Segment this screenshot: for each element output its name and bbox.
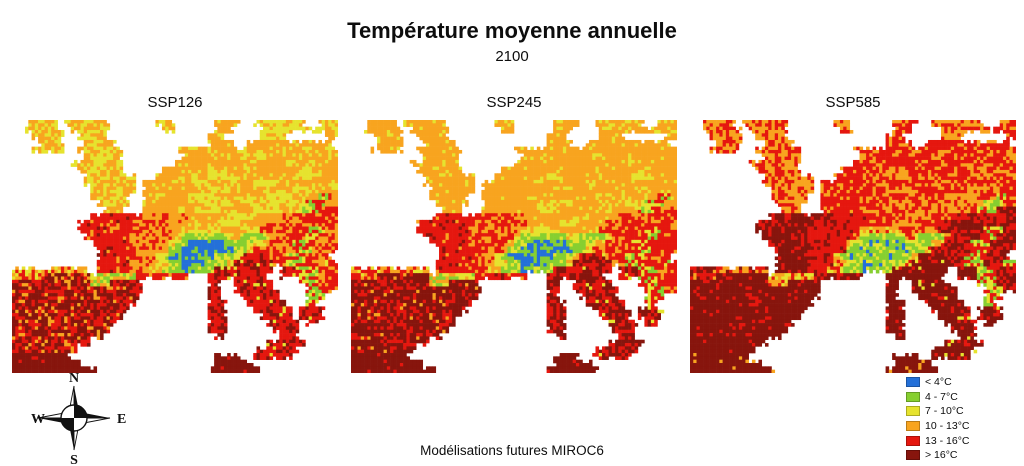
legend-label: 4 - 7°C xyxy=(925,390,958,403)
compass-east-label: E xyxy=(117,412,126,427)
maps-row: SSP126 SSP245 SSP585 xyxy=(12,92,1016,373)
legend-item: > 16°C xyxy=(906,448,969,463)
map-canvas-ssp585 xyxy=(690,120,1016,373)
map-canvas-ssp245 xyxy=(351,120,677,373)
compass-rose-icon: N E S W xyxy=(31,372,126,466)
page-subtitle: 2100 xyxy=(495,48,529,65)
legend-item: 13 - 16°C xyxy=(906,433,969,448)
map-panel-ssp126: SSP126 xyxy=(12,92,338,373)
legend-item: < 4°C xyxy=(906,375,969,390)
legend-swatch-lt4-icon xyxy=(906,377,920,388)
legend-label: 10 - 13°C xyxy=(925,420,970,433)
map-panel-ssp585: SSP585 xyxy=(690,92,1016,373)
legend-swatch-4-7-icon xyxy=(906,391,920,402)
legend-item: 4 - 7°C xyxy=(906,390,969,405)
legend-label: < 4°C xyxy=(925,376,952,389)
legend-swatch-10-13-icon xyxy=(906,421,920,432)
legend-label: 13 - 16°C xyxy=(925,434,970,447)
temperature-legend: < 4°C 4 - 7°C 7 - 10°C 10 - 13°C 13 - 16… xyxy=(906,375,969,463)
compass-west-label: W xyxy=(31,412,45,427)
legend-item: 7 - 10°C xyxy=(906,404,969,419)
legend-swatch-gt16-icon xyxy=(906,450,920,461)
legend-swatch-13-16-icon xyxy=(906,435,920,446)
figure-caption: Modélisations futures MIROC6 xyxy=(420,443,604,458)
map-label-ssp245: SSP245 xyxy=(486,94,542,111)
page-title: Température moyenne annuelle xyxy=(347,18,677,43)
compass-north-label: N xyxy=(69,372,79,386)
map-canvas-ssp126 xyxy=(12,120,338,373)
map-label-ssp126: SSP126 xyxy=(147,94,203,111)
compass-south-label: S xyxy=(70,453,78,466)
legend-label: > 16°C xyxy=(925,449,958,462)
map-label-ssp585: SSP585 xyxy=(825,94,881,111)
legend-swatch-7-10-icon xyxy=(906,406,920,417)
legend-item: 10 - 13°C xyxy=(906,419,969,434)
map-panel-ssp245: SSP245 xyxy=(351,92,677,373)
legend-label: 7 - 10°C xyxy=(925,405,964,418)
